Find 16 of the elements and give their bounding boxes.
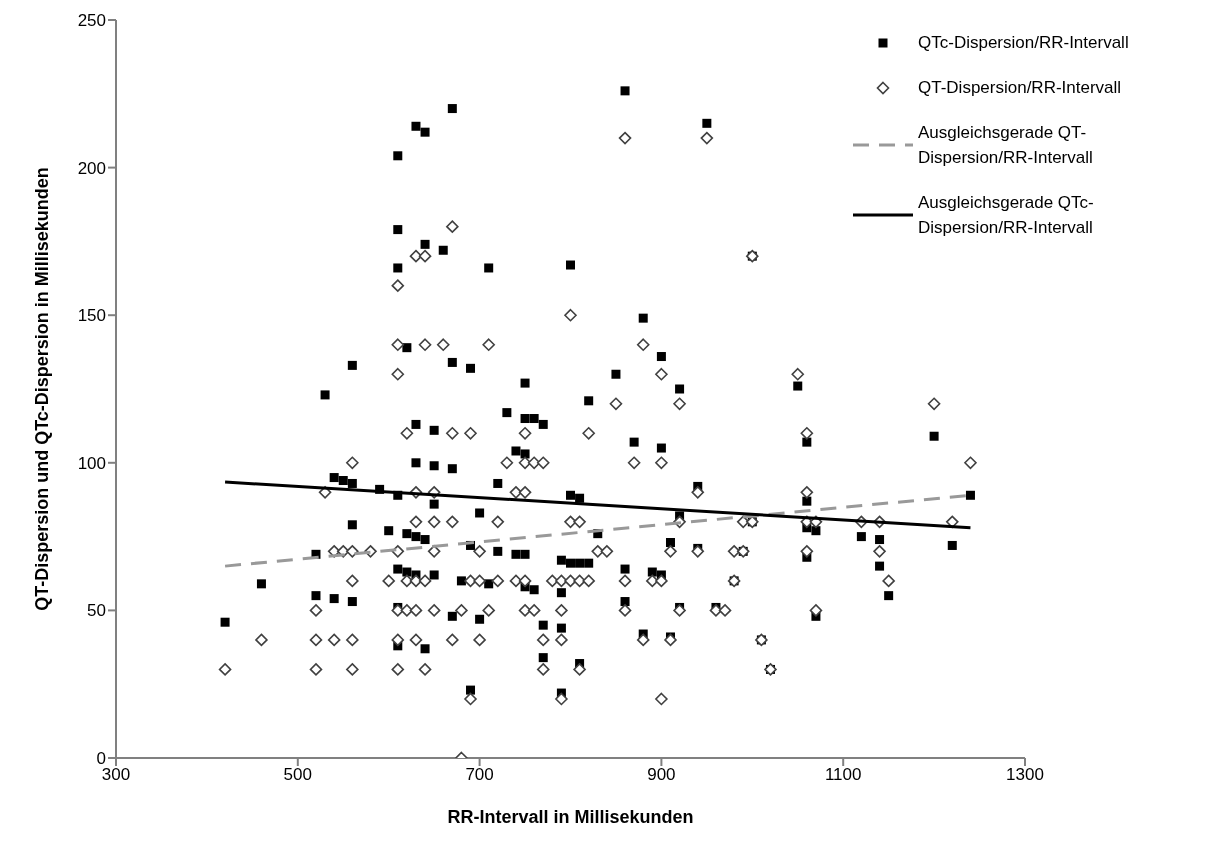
y-tick-label: 200: [77, 158, 106, 178]
x-tick-label: 900: [647, 765, 676, 785]
x-tick-label: 700: [465, 765, 494, 785]
legend-label: QT-Dispersion/RR-Intervall: [918, 77, 1123, 99]
y-tick-label: 150: [77, 306, 106, 326]
legend-label: Ausgleichsgerade QTc-Dispersion/RR-Intervall: [918, 192, 1095, 239]
x-tick-label: 1100: [824, 765, 862, 785]
y-tick-label: 250: [77, 11, 106, 31]
y-tick-label: 100: [77, 453, 106, 473]
x-tick-label: 1300: [1006, 765, 1044, 785]
y-tick-label: 50: [87, 601, 106, 621]
x-tick-label: 500: [283, 765, 312, 785]
legend-label: QTc-Dispersion/RR-Intervall: [918, 32, 1130, 54]
y-axis-title: QT-Dispersion und QTc-Dispersion in Millisekunden: [32, 167, 53, 611]
x-axis-title: RR-Intervall in Millisekunden: [447, 806, 694, 827]
legend-label: Ausgleichsgerade QT-Dispersion/RR-Intervall: [918, 122, 1094, 169]
